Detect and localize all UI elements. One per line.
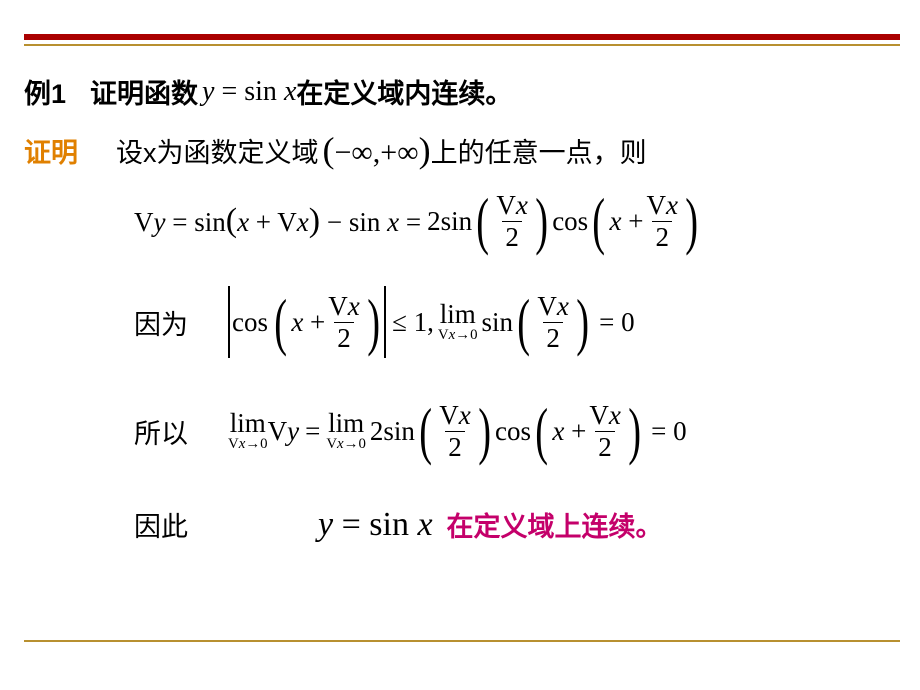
frac-vx-2-b: Vx 2 [643, 192, 680, 251]
proof-text-a: 设x为函数定义域 [116, 131, 319, 170]
therefore-line: 所以 lim Vx→0 Vy = lim Vx→0 2sin ( Vx 2 ) … [134, 391, 896, 471]
frac-vx-2-d: Vx 2 [436, 402, 473, 461]
example-heading: 例1 证明函数 y = sin x 在定义域内连续。 [24, 72, 896, 111]
ineq-text: ≤ 1, [392, 307, 434, 338]
vy-text: Vy [268, 416, 299, 447]
top-rule [24, 34, 900, 40]
frac-vx-2-c: Vx 2 [534, 293, 571, 352]
example-label: 例1 [24, 72, 66, 111]
frac-vx-2-a: Vx 2 [493, 192, 530, 251]
proof-line-1: 证明 设x为函数定义域 (−∞,+∞) 上的任意一点，则 [24, 129, 896, 171]
bottom-rule [24, 640, 900, 642]
eq1-2sin: 2sin [427, 206, 472, 237]
eq1-inner: x + [610, 206, 644, 237]
conclusion-text: 在定义域上连续。 [447, 505, 663, 544]
abs-bar-icon [384, 286, 386, 358]
limit-1: lim Vx→0 [438, 301, 478, 343]
because-line: 因为 cos ( x + Vx 2 ) ≤ 1, lim Vx→0 sin ( … [134, 279, 896, 365]
because-label: 因为 [134, 303, 188, 342]
eq-zero-2: = 0 [651, 416, 686, 447]
example-equation: y = sin x [202, 76, 296, 108]
proof-text-b: 上的任意一点，则 [431, 131, 647, 170]
domain-interval: (−∞,+∞) [323, 129, 431, 171]
example-text-a: 证明函数 [90, 72, 198, 111]
proof-label: 证明 [24, 131, 78, 170]
top-rule-shadow [24, 44, 900, 46]
abs-expr: cos ( x + Vx 2 ) [228, 286, 386, 358]
final-equation: y = sin x [318, 506, 433, 544]
limit-2: lim Vx→0 [228, 410, 268, 452]
equation-1: Vy = sin(x + Vx) − sin x = 2sin ( Vx 2 )… [134, 181, 896, 261]
example-text-b: 在定义域内连续。 [296, 72, 512, 111]
limit-3: lim Vx→0 [326, 410, 366, 452]
eq1-cos: cos [552, 206, 588, 237]
hence-label: 因此 [134, 505, 188, 544]
frac-vx-2-e: Vx 2 [586, 402, 623, 461]
hence-line: 因此 y = sin x 在定义域上连续。 [134, 505, 896, 544]
slide-content: 例1 证明函数 y = sin x 在定义域内连续。 证明 设x为函数定义域 (… [24, 72, 896, 544]
eq-zero-1: = 0 [599, 307, 634, 338]
eq1-lhs: Vy = sin(x + Vx) − sin x = [134, 202, 421, 240]
therefore-label: 所以 [134, 412, 188, 451]
